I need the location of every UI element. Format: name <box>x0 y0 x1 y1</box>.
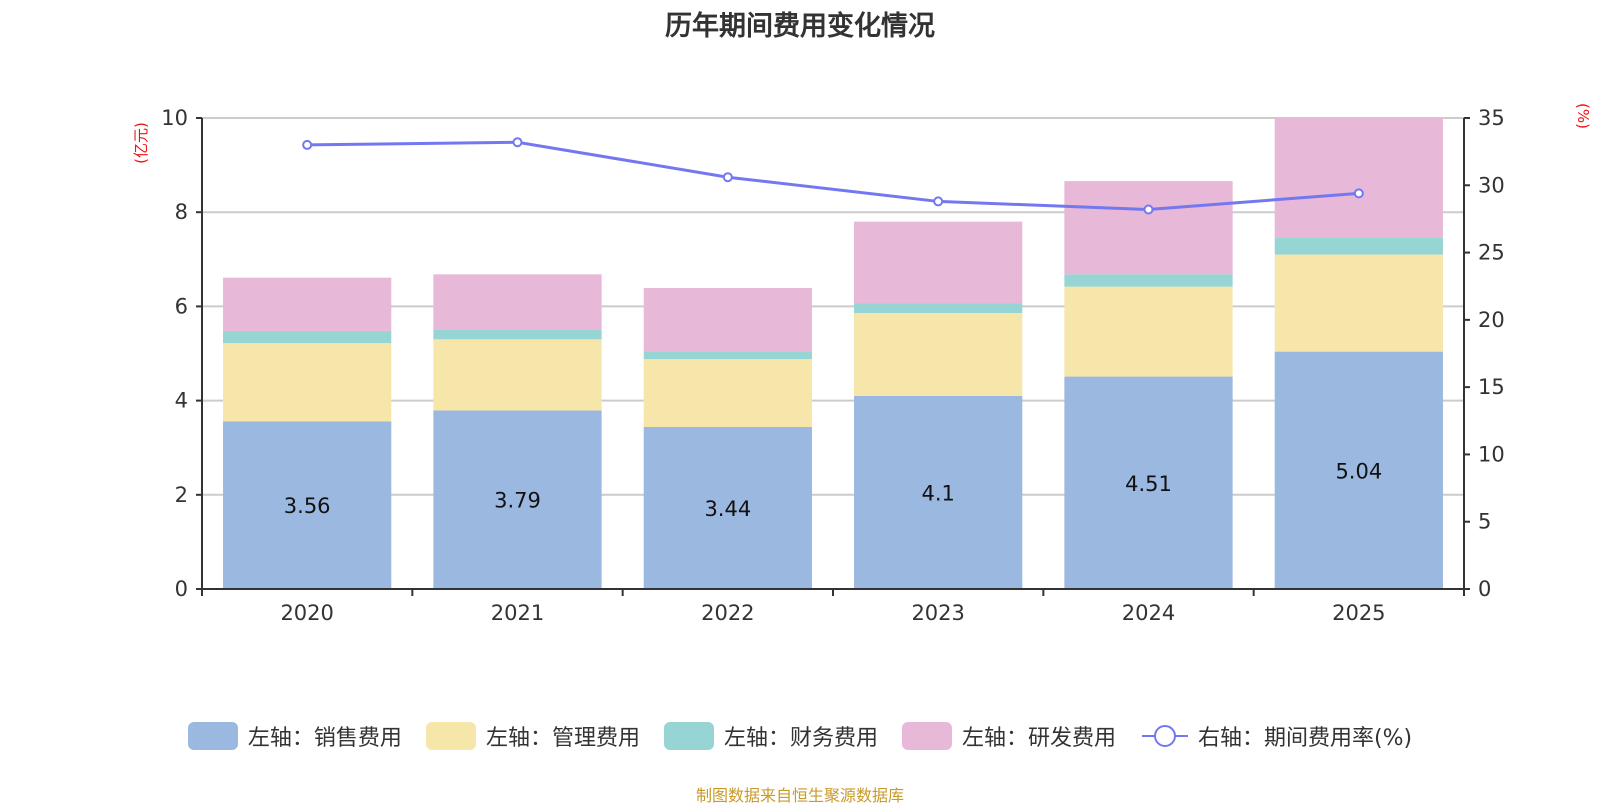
rate-line <box>307 140 1359 212</box>
left-axis-tick-label: 2 <box>175 483 188 507</box>
rate-point-2020 <box>302 139 313 150</box>
x-axis-tick-label: 2025 <box>1332 601 1385 625</box>
right-axis-tick-label: 5 <box>1478 510 1491 534</box>
data-label-sales: 4.51 <box>1125 472 1172 496</box>
bar-segment-2021-0 <box>433 410 602 589</box>
legend-item-finance[interactable]: 左轴：财务费用 <box>663 720 878 752</box>
bar-segment-2021-3 <box>433 274 602 330</box>
chart-title: 历年期间费用变化情况 <box>665 11 935 42</box>
left-axis-tick-label: 6 <box>175 294 188 318</box>
data-label-sales: 3.79 <box>494 489 541 513</box>
left-axis-tick-label: 4 <box>175 389 188 413</box>
left-axis-tick-label: 10 <box>161 106 188 130</box>
legend-label-admin: 左轴：管理费用 <box>485 726 640 751</box>
bar-segment-2020-3 <box>223 277 392 331</box>
bar-segment-2022-2 <box>643 351 812 360</box>
right-axis-tick-label: 35 <box>1478 106 1505 130</box>
bar-segment-2020-2 <box>223 330 392 344</box>
right-axis-tick-label: 25 <box>1478 241 1505 265</box>
bar-segment-2023-3 <box>854 221 1023 304</box>
data-labels: 3.56 3.79 3.44 4.1 4.51 5.04 <box>284 459 1382 521</box>
bar-segment-2020-0 <box>223 421 392 589</box>
right-axis-tick-label: 10 <box>1478 442 1505 466</box>
bar-segment-2024-2 <box>1064 274 1233 287</box>
bar-segment-2022-0 <box>643 426 812 589</box>
legend-item-sales[interactable]: 左轴：销售费用 <box>187 720 402 752</box>
x-axis-tick-label: 2021 <box>491 601 544 625</box>
source-note: 制图数据来自恒生聚源数据库 <box>695 786 904 805</box>
bar-segment-2025-3 <box>1274 118 1443 238</box>
legend: 左轴：销售费用 左轴：管理费用 左轴：财务费用 左轴：研发费用 右轴：期间费用率… <box>0 720 1600 752</box>
bar-segment-2023-1 <box>854 312 1023 396</box>
bar-segment-2025-2 <box>1274 237 1443 255</box>
right-axis-tick-label: 30 <box>1478 173 1505 197</box>
data-label-sales: 3.56 <box>284 494 331 518</box>
bar-segment-2023-0 <box>854 395 1023 589</box>
bar-segment-2024-1 <box>1064 286 1233 377</box>
rate-point-2024 <box>1143 204 1154 215</box>
rate-point-2023 <box>933 196 944 207</box>
rate-point-2021 <box>512 137 523 148</box>
left-axis-tick-label: 8 <box>175 200 188 224</box>
bar-segment-2021-1 <box>433 339 602 411</box>
rate-point-2022 <box>722 172 733 183</box>
legend-label-rate: 右轴：期间费用率(%) <box>1197 726 1413 751</box>
legend-swatch-finance <box>663 722 714 750</box>
bar-segment-2022-3 <box>643 288 812 352</box>
legend-swatch-admin <box>425 722 476 750</box>
grid-lines <box>202 117 1464 496</box>
rate-point-2025 <box>1353 188 1364 199</box>
data-label-sales: 3.44 <box>704 497 751 521</box>
left-axis-unit-label: (亿元) <box>132 122 150 164</box>
legend-item-rd[interactable]: 左轴：研发费用 <box>901 720 1116 752</box>
right-axis-tick-label: 15 <box>1478 375 1505 399</box>
x-axis-tick-label: 2024 <box>1122 601 1175 625</box>
bar-segment-2020-1 <box>223 343 392 422</box>
bar-series <box>223 118 1443 589</box>
legend-item-rate[interactable]: 右轴：期间费用率(%) <box>1140 720 1412 752</box>
bar-segment-2024-3 <box>1064 181 1233 275</box>
data-label-sales: 5.04 <box>1335 459 1382 483</box>
legend-swatch-sales <box>187 722 238 750</box>
right-axis-unit-label: (%) <box>1574 103 1592 129</box>
legend-line-circle-icon <box>1141 725 1188 747</box>
bar-segment-2025-0 <box>1274 351 1443 589</box>
legend-item-admin[interactable]: 左轴：管理费用 <box>425 720 640 752</box>
data-label-sales: 4.1 <box>921 481 954 505</box>
x-axis-tick-label: 2023 <box>911 601 964 625</box>
bar-segment-2024-0 <box>1064 376 1233 589</box>
left-axis-tick-label: 0 <box>175 577 188 601</box>
x-axis-tick-label: 2020 <box>280 601 333 625</box>
right-axis-tick-label: 20 <box>1478 308 1505 332</box>
legend-label-finance: 左轴：财务费用 <box>723 726 878 751</box>
bar-segment-2021-2 <box>433 329 602 340</box>
line-series <box>302 137 1364 215</box>
legend-label-rd: 左轴：研发费用 <box>961 726 1116 751</box>
right-axis-tick-label: 0 <box>1478 577 1491 601</box>
x-axis-tick-label: 2022 <box>701 601 754 625</box>
legend-label-sales: 左轴：销售费用 <box>247 726 402 751</box>
bar-segment-2023-2 <box>854 303 1023 313</box>
bar-segment-2022-1 <box>643 359 812 427</box>
legend-swatch-rd <box>901 722 952 750</box>
bar-segment-2025-1 <box>1274 254 1443 352</box>
